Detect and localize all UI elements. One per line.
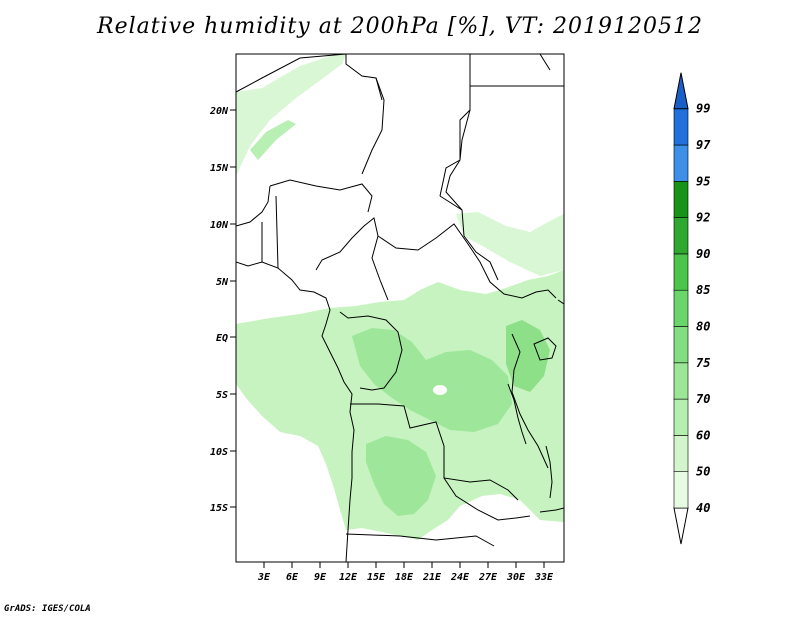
colorbar-swatch [673, 326, 689, 364]
lat-label-15s: 15S [210, 503, 228, 514]
colorbar-label: 60 [696, 428, 710, 442]
border-chad-sudan [445, 109, 499, 281]
border-congo [339, 311, 403, 391]
lat-labels: 20N 15N 10N 5N EQ 5S 10S 15S [209, 106, 229, 514]
colorbar-label: 70 [696, 392, 710, 406]
chart-title: Relative humidity at 200hPa [%], VT: 201… [97, 14, 703, 39]
colorbar-label: 85 [696, 283, 710, 297]
border-mauritania-mali [236, 54, 385, 175]
colorbar-swatch [673, 362, 689, 400]
lon-labels: 3E 6E 9E 12E 15E 18E 21E 24E 27E 30E 33E [257, 572, 554, 583]
colorbar-swatch [673, 144, 689, 182]
lon-label-12e: 12E [339, 572, 358, 583]
border-south-east [539, 507, 564, 513]
humidity-streak-nw [250, 120, 296, 160]
border-west-small [236, 185, 279, 269]
lon-label-24e: 24E [450, 572, 470, 583]
coastline-west [236, 261, 355, 562]
humidity-main-area [236, 270, 564, 540]
lat-label-10s: 10S [210, 447, 228, 458]
colorbar-label: 92 [696, 211, 710, 225]
lon-label-33e: 33E [534, 572, 554, 583]
map-frame [235, 53, 565, 563]
border-angola-namibia [345, 533, 495, 547]
lon-label-6e: 6E [286, 572, 299, 583]
humidity-core-central [352, 328, 512, 432]
lon-label-18e: 18E [395, 572, 414, 583]
lon-label-27e: 27E [478, 572, 498, 583]
border-drc-angola [350, 403, 519, 501]
lon-label-3e: 3E [257, 572, 271, 583]
border-mali-niger [346, 54, 471, 197]
border-drc-east [511, 333, 549, 469]
lon-label-15e: 15E [367, 572, 386, 583]
colorbar-label: 50 [696, 465, 710, 479]
country-borders [236, 54, 564, 562]
lat-label-20n: 20N [209, 106, 229, 117]
humidity-hole [433, 385, 447, 395]
colorbar-label: 40 [696, 501, 710, 515]
colorbar: 40 50 60 70 75 80 85 90 92 95 97 99 [673, 72, 711, 545]
lon-ticks [263, 562, 545, 568]
grads-credit: GrADS: IGES/COLA [4, 604, 91, 614]
colorbar-label: 75 [696, 356, 710, 370]
lon-label-9e: 9E [314, 572, 327, 583]
lake-tanganyika [507, 383, 527, 445]
border-north-small [375, 77, 463, 211]
colorbar-swatches [673, 72, 689, 545]
lat-label-15n: 15N [210, 163, 229, 174]
lat-label-10n: 10N [210, 220, 229, 231]
border-burkina-ghana [269, 179, 373, 213]
colorbar-swatch [673, 108, 689, 146]
colorbar-label: 99 [696, 102, 710, 116]
border-zambia [443, 477, 531, 521]
colorbar-swatch [673, 398, 689, 436]
colorbar-swatch [673, 471, 689, 509]
colorbar-swatch [673, 217, 689, 255]
colorbar-swatch [673, 253, 689, 291]
humidity-core-south [366, 436, 436, 516]
lat-label-eq: EQ [216, 333, 228, 344]
coast-east [539, 54, 564, 305]
colorbar-label: 95 [696, 174, 710, 188]
border-cameroon-car [377, 223, 557, 299]
colorbar-swatch [673, 435, 689, 472]
colorbar-label: 97 [696, 138, 711, 152]
humidity-field [236, 54, 564, 540]
lat-ticks [230, 109, 236, 508]
colorbar-swatch [673, 181, 689, 218]
colorbar-label: 90 [696, 247, 710, 261]
colorbar-label: 80 [696, 320, 710, 334]
lon-label-30e: 30E [506, 572, 526, 583]
lon-label-21e: 21E [422, 572, 442, 583]
colorbar-swatch-below [673, 507, 689, 545]
humidity-band-north [236, 54, 346, 176]
lat-label-5s: 5S [216, 390, 228, 401]
colorbar-swatch [673, 289, 689, 327]
lat-label-5n: 5N [216, 277, 229, 288]
humidity-band-east [456, 212, 564, 276]
lake-victoria [533, 337, 557, 361]
humidity-core-east [506, 320, 550, 392]
colorbar-labels: 40 50 60 70 75 80 85 90 92 95 97 99 [696, 102, 711, 515]
colorbar-swatch-above [673, 72, 689, 110]
lake-malawi [545, 445, 553, 499]
border-nigeria [315, 217, 389, 301]
